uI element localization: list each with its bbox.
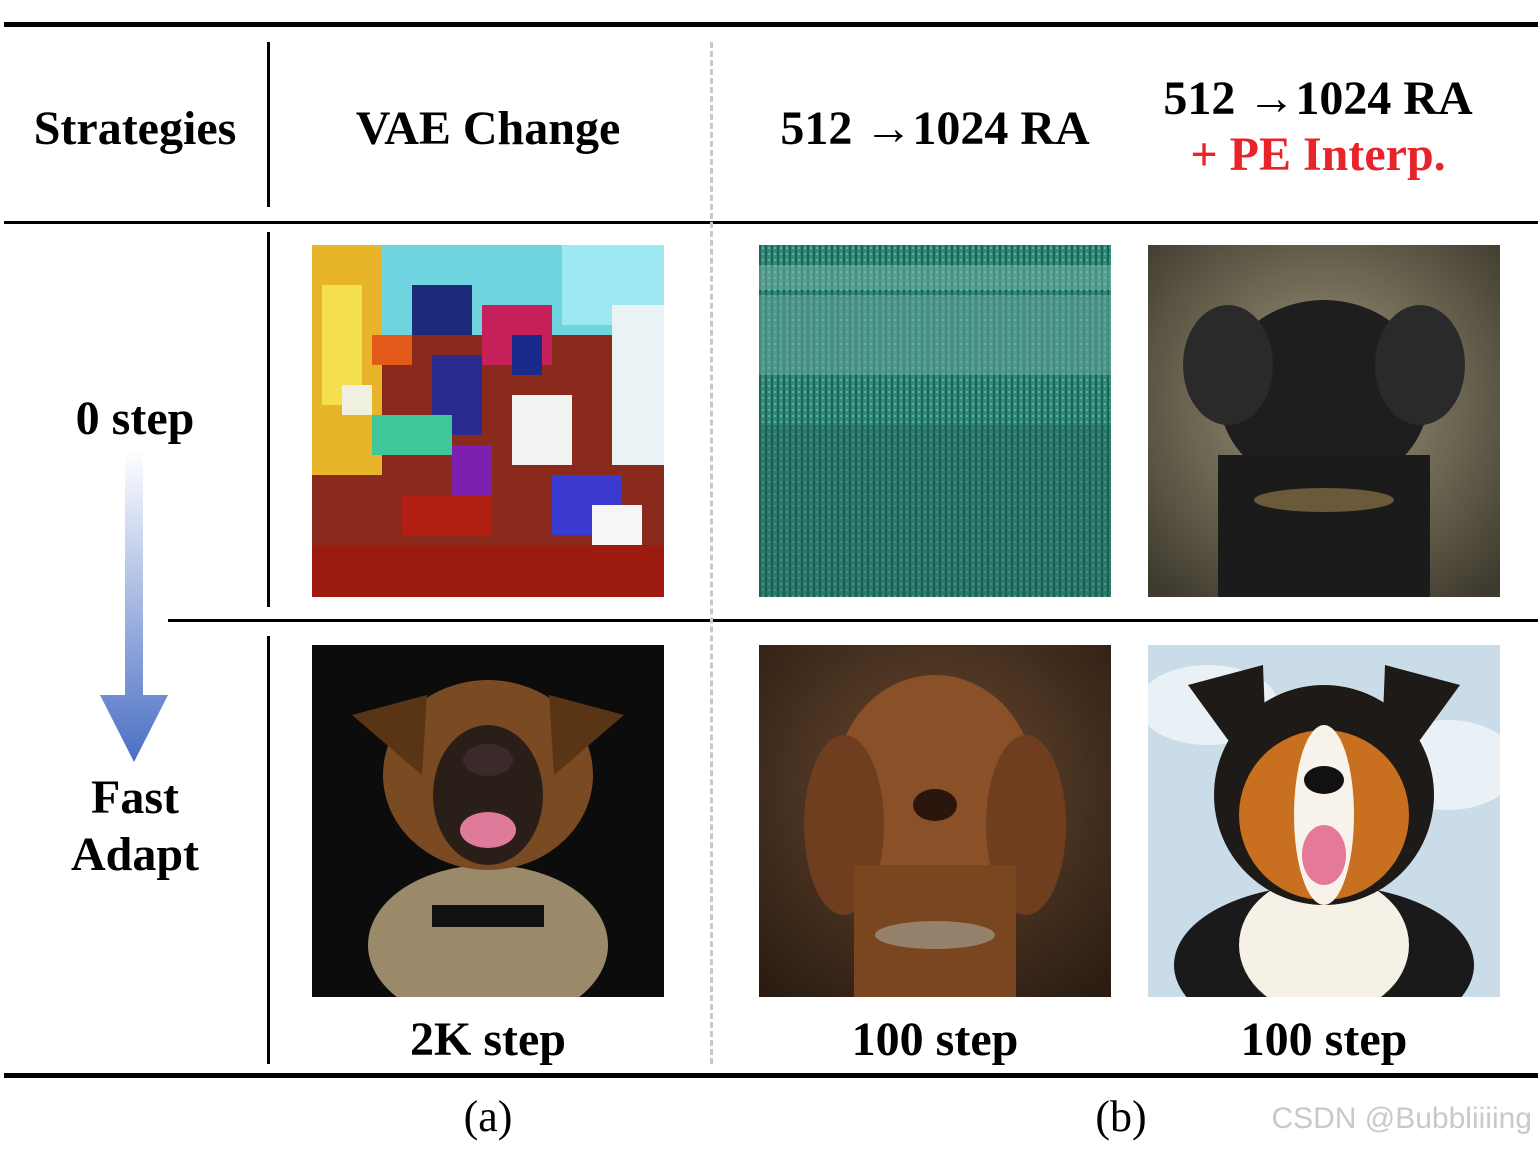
- row1-column-divider: [267, 232, 270, 607]
- row-label-0-step: 0 step: [75, 392, 195, 445]
- top-rule: [4, 22, 1538, 27]
- row-label-adapt: Adapt: [70, 828, 200, 881]
- image-vae-0-step: [312, 245, 664, 597]
- header-rule: [4, 221, 1538, 224]
- step-label-ra: 100 step: [851, 1013, 1019, 1066]
- step-label-ra-pe: 100 step: [1240, 1013, 1408, 1066]
- image-ra-100-step: [759, 645, 1111, 997]
- header-resolution-adapt: 512 →1024 RA: [780, 102, 1090, 155]
- step-label-vae: 2K step: [410, 1013, 566, 1066]
- watermark: CSDN @Bubbliiiing: [1271, 1102, 1532, 1135]
- group-divider-dashed: [710, 42, 713, 1064]
- header-column-divider: [267, 42, 270, 207]
- bottom-rule: [4, 1073, 1538, 1078]
- image-ra-pe-0-step: [1148, 245, 1500, 597]
- row-separator-rule: [168, 619, 1538, 622]
- image-vae-2k-step: [312, 645, 664, 997]
- image-ra-pe-100-step: [1148, 645, 1500, 997]
- header-pe-interp: + PE Interp.: [1190, 128, 1446, 181]
- header-strategies: Strategies: [33, 102, 237, 155]
- header-vae-change: VAE Change: [355, 102, 621, 155]
- header-resolution-adapt-pe: 512 →1024 RA: [1163, 72, 1473, 125]
- down-arrow-icon: [100, 450, 168, 762]
- row-label-fast: Fast: [91, 771, 179, 824]
- image-ra-0-step: [759, 245, 1111, 597]
- subfigure-label-b: (b): [1095, 1092, 1147, 1141]
- subfigure-label-a: (a): [463, 1092, 513, 1141]
- row2-column-divider: [267, 636, 270, 1064]
